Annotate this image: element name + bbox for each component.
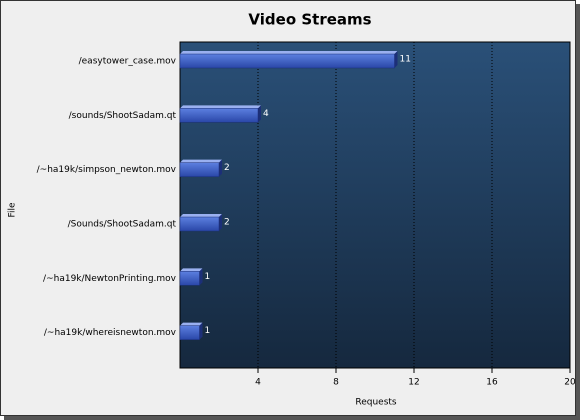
plot-area <box>179 41 571 369</box>
y-tick-label: /sounds/ShootSadam.qt <box>69 111 177 121</box>
data-label: 4 <box>263 109 269 119</box>
x-tick-label: 20 <box>564 378 576 388</box>
bar-side <box>219 214 222 232</box>
bar-side <box>199 322 203 340</box>
bar <box>179 325 200 340</box>
bar <box>179 53 395 69</box>
x-tick-label: 4 <box>255 378 261 388</box>
bar <box>179 216 220 232</box>
shadow <box>4 416 580 420</box>
bar-side <box>199 268 203 286</box>
y-tick-label: /~ha19k/simpson_newton.mov <box>37 165 177 175</box>
bar-top <box>180 105 261 109</box>
y-tick-label: /~ha19k/NewtonPrinting.mov <box>43 274 177 284</box>
data-label: 1 <box>205 326 211 336</box>
x-tick-label: 8 <box>333 378 339 388</box>
data-label: 11 <box>400 55 411 65</box>
x-axis-label: Requests <box>355 398 397 408</box>
y-tick-label: /~ha19k/whereisnewton.mov <box>44 328 177 338</box>
y-tick-label: /easytower_case.mov <box>79 57 177 67</box>
bar <box>179 271 200 286</box>
bar-top <box>180 51 398 55</box>
bar-top <box>180 268 203 272</box>
bar <box>179 108 259 123</box>
y-tick-label: /Sounds/ShootSadam.qt <box>68 220 177 230</box>
bar-top <box>180 159 222 163</box>
data-label: 2 <box>224 218 230 228</box>
x-tick-label: 12 <box>408 378 419 388</box>
bar-top <box>180 322 203 326</box>
bar-side <box>394 51 398 69</box>
x-tick-label: 16 <box>486 378 498 388</box>
bar-top <box>180 214 222 218</box>
bar-side <box>219 159 222 177</box>
shadow <box>576 4 580 420</box>
bar <box>179 162 220 177</box>
bar-side <box>258 105 261 123</box>
data-label: 1 <box>205 272 211 282</box>
chart-title: Video Streams <box>248 11 371 29</box>
y-axis-label: File <box>8 202 18 218</box>
data-label: 2 <box>224 163 230 173</box>
